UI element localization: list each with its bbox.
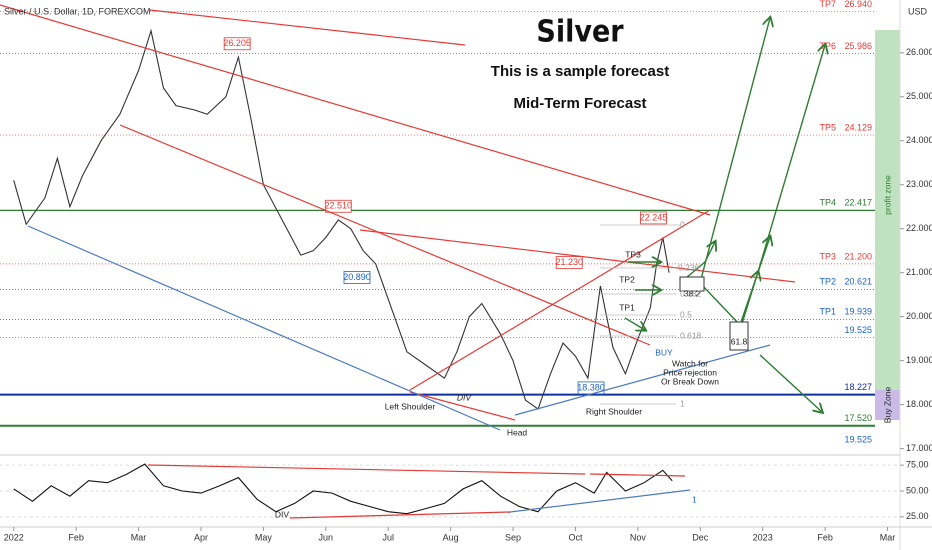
price-line [13,28,670,410]
y-tick-label: 20.000 [906,311,932,321]
fib-box [729,321,749,351]
level-name: TP1 [819,307,836,317]
y-tick-label: 19.000 [906,355,932,365]
trendlines [0,4,796,519]
annotation: profit zone [882,175,892,215]
x-tick-label: Dec [692,532,709,542]
fib-label: 0.382 [680,288,702,298]
price-tag [223,37,251,51]
x-tick-label: Mar [131,532,147,542]
forecast-arrows [624,18,825,412]
level-value: 19.525 [844,325,872,335]
x-tick-label: 2022 [4,532,24,542]
fib-label: 0.618 [680,330,702,340]
annotation: Right Shoulder [586,406,642,416]
annotation: DIV [457,392,473,402]
buy-zone [875,390,900,420]
level-value: 18.227 [844,382,872,392]
x-tick-label: Feb [68,532,84,542]
y-tick-label: 23.000 [906,179,932,189]
level-value: 17.520 [844,413,872,423]
x-tick-label: Jun [319,532,334,542]
annotation: TP3 [625,249,641,259]
annotation: Left Shoulder [385,401,436,411]
level-name: TP5 [819,122,836,132]
price-tag-label: 21.230 [555,257,583,267]
level-value: 21.200 [844,251,872,261]
level-value: 19.939 [844,307,872,317]
y-tick-label: 17.000 [906,443,932,453]
price-tag-label: 26.205 [223,38,251,48]
level-name: TP4 [819,198,836,208]
annotation: DIV [275,509,290,519]
subtitle: Mid-Term Forecast [513,95,646,112]
y-tick-label: 24.000 [906,135,932,145]
annotation: Watch for [672,358,708,368]
price-tag [324,199,352,213]
price-tag [343,271,371,284]
annotation: 1 [692,494,697,504]
level-value: 25.986 [844,41,872,51]
y-tick-label: 26.000 [906,47,932,57]
level-value: 22.417 [844,198,872,208]
annotation: Price rejection [663,367,717,377]
price-tag-label: 22.245 [640,212,668,222]
y-tick-label: 25.000 [906,91,932,101]
fib-box [679,276,705,292]
fib-label: 0.236 [678,262,700,272]
fib-label: 0 [680,219,685,229]
price-line [13,463,673,515]
level-value: 26.940 [844,0,872,9]
level-name: TP3 [819,251,836,261]
annotation: Head [507,427,528,437]
annotation: Buy Zone [882,387,892,424]
level-name: TP6 [819,41,836,51]
y-tick-label: 21.000 [906,267,932,277]
x-tick-label: Sep [505,532,521,542]
x-tick-label: May [255,532,273,542]
subtitle: This is a sample forecast [491,63,669,80]
unit: USD [908,6,928,16]
level-value: 24.129 [844,122,872,132]
annotation: BUY [655,347,673,357]
chart-title: Silver [536,15,624,50]
level-value: 20.621 [844,277,872,287]
price-tag-label: 22.510 [325,201,353,211]
fib-label: 0.5 [680,309,692,319]
price-tag-label: 18.380 [577,382,605,392]
profit-zone [875,30,900,390]
symbol: Silver / U.S. Dollar, 1D, FOREXCOM [4,6,151,16]
y-tick-label: 75.00 [906,460,929,470]
fib-label: 1 [680,398,685,408]
annotation: TP2 [619,274,635,284]
y-tick-label: 50.00 [906,485,929,495]
price-tag [640,211,667,225]
x-tick-label: Apr [194,532,208,542]
fib-lines [600,224,680,405]
x-tick-label: Mar [880,532,896,542]
annotation: Or Break Down [661,376,719,386]
price-tag [555,256,583,269]
x-tick-label: Nov [630,532,647,542]
y-tick-label: 22.000 [906,223,932,233]
y-tick-label: 18.000 [906,399,932,409]
annotation: TP1 [619,302,635,312]
annotation: 19.525 [844,434,872,444]
x-tick-label: Oct [568,532,583,542]
level-name: TP7 [819,0,836,9]
price-tag-label: 20.890 [343,272,371,282]
x-tick-label: Jul [382,532,394,542]
x-tick-label: 2023 [753,532,773,542]
annotation: 38.2 [684,288,701,298]
x-tick-label: Aug [443,532,459,542]
x-tick-label: Feb [817,532,833,542]
level-name: TP2 [819,277,836,287]
annotation: 61.8 [731,336,748,346]
y-tick-label: 25.00 [906,511,929,521]
